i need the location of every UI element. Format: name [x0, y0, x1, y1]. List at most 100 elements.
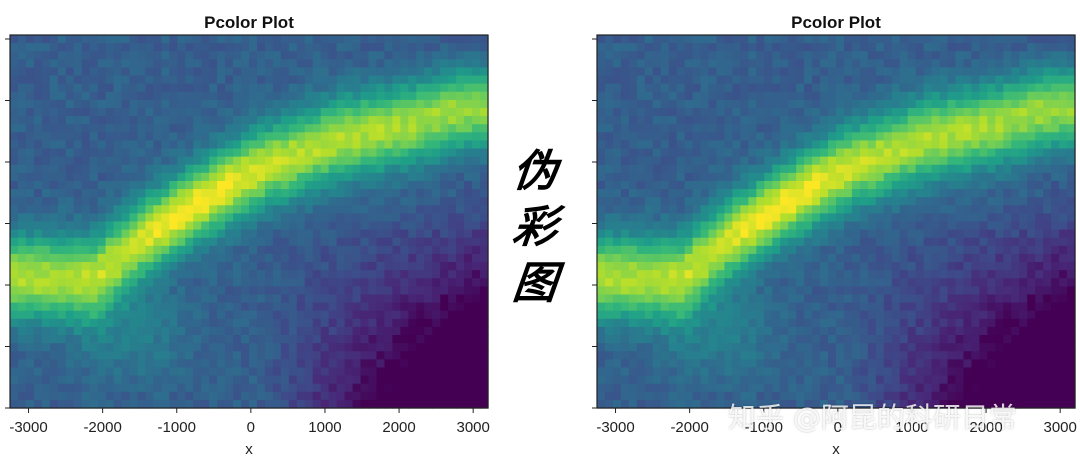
heatmap-cell — [456, 165, 465, 174]
heatmap-cell — [916, 51, 925, 60]
heatmap-cell — [932, 359, 941, 368]
heatmap-cell — [90, 343, 99, 352]
heatmap-cell — [361, 286, 370, 295]
heatmap-cell — [424, 376, 433, 385]
heatmap-cell — [908, 197, 917, 206]
heatmap-cell — [820, 327, 829, 336]
heatmap-cell — [193, 286, 202, 295]
heatmap-cell — [432, 335, 441, 344]
heatmap-cell — [130, 262, 139, 271]
heatmap-cell — [106, 100, 115, 109]
heatmap-cell — [321, 270, 330, 279]
heatmap-cell — [50, 124, 59, 133]
heatmap-cell — [416, 59, 425, 68]
heatmap-cell — [732, 351, 741, 360]
heatmap-cell — [629, 43, 638, 52]
heatmap-cell — [297, 286, 306, 295]
heatmap-cell — [685, 165, 694, 174]
heatmap-cell — [756, 384, 765, 393]
heatmap-cell — [74, 335, 83, 344]
heatmap-cell — [74, 92, 83, 101]
heatmap-cell — [852, 59, 861, 68]
heatmap-cell — [353, 222, 362, 231]
heatmap-cell — [432, 213, 441, 222]
heatmap-cell — [908, 303, 917, 312]
heatmap-cell — [653, 303, 662, 312]
heatmap-cell — [661, 262, 670, 271]
heatmap-cell — [353, 76, 362, 85]
heatmap-cell — [677, 303, 686, 312]
heatmap-cell — [892, 181, 901, 190]
heatmap-cell — [629, 35, 638, 44]
heatmap-cell — [740, 140, 749, 149]
heatmap-cell — [613, 311, 622, 320]
heatmap-cell — [233, 35, 242, 44]
heatmap-cell — [281, 84, 290, 93]
heatmap-cell — [629, 181, 638, 190]
heatmap-cell — [709, 116, 718, 125]
heatmap-cell — [963, 303, 972, 312]
heatmap-cell — [844, 311, 853, 320]
heatmap-cell — [772, 157, 781, 166]
heatmap-cell — [940, 76, 949, 85]
heatmap-cell — [836, 384, 845, 393]
heatmap-cell — [34, 246, 43, 255]
heatmap-cell — [257, 165, 266, 174]
heatmap-cell — [130, 335, 139, 344]
heatmap-cell — [169, 149, 178, 158]
heatmap-cell — [18, 222, 27, 231]
heatmap-cell — [732, 270, 741, 279]
heatmap-cell — [637, 319, 646, 328]
heatmap-cell — [948, 286, 957, 295]
heatmap-cell — [685, 76, 694, 85]
heatmap-cell — [392, 286, 401, 295]
heatmap-cell — [353, 43, 362, 52]
heatmap-cell — [50, 84, 59, 93]
heatmap-cell — [629, 278, 638, 287]
heatmap-cell — [392, 100, 401, 109]
heatmap-cell — [289, 254, 298, 263]
heatmap-cell — [788, 359, 797, 368]
heatmap-cell — [361, 222, 370, 231]
heatmap-cell — [940, 335, 949, 344]
heatmap-cell — [130, 76, 139, 85]
heatmap-cell — [18, 124, 27, 133]
heatmap-cell — [289, 367, 298, 376]
heatmap-cell — [472, 157, 481, 166]
heatmap-cell — [693, 76, 702, 85]
heatmap-cell — [956, 230, 965, 239]
heatmap-cell — [796, 124, 805, 133]
heatmap-cell — [820, 254, 829, 263]
heatmap-cell — [114, 76, 123, 85]
heatmap-cell — [613, 213, 622, 222]
heatmap-cell — [597, 262, 606, 271]
heatmap-cell — [597, 100, 606, 109]
heatmap-cell — [392, 173, 401, 182]
heatmap-cell — [257, 335, 266, 344]
heatmap-cell — [637, 165, 646, 174]
heatmap-cell — [82, 92, 91, 101]
heatmap-cell — [480, 262, 489, 271]
heatmap-cell — [963, 311, 972, 320]
heatmap-cell — [677, 351, 686, 360]
heatmap-cell — [764, 181, 773, 190]
heatmap-cell — [193, 165, 202, 174]
heatmap-cell — [701, 351, 710, 360]
heatmap-cell — [90, 149, 99, 158]
heatmap-cell — [122, 343, 131, 352]
heatmap-cell — [756, 359, 765, 368]
heatmap-cell — [464, 76, 473, 85]
heatmap-cell — [724, 238, 733, 247]
heatmap-cell — [26, 59, 35, 68]
heatmap-cell — [225, 213, 234, 222]
heatmap-cell — [932, 270, 941, 279]
heatmap-cell — [924, 149, 933, 158]
heatmap-cell — [464, 51, 473, 60]
heatmap-cell — [772, 238, 781, 247]
heatmap-cell — [629, 51, 638, 60]
heatmap-cell — [605, 100, 614, 109]
heatmap-cell — [10, 400, 19, 409]
heatmap-cell — [50, 51, 59, 60]
heatmap-cell — [10, 43, 19, 52]
heatmap-cell — [66, 43, 75, 52]
